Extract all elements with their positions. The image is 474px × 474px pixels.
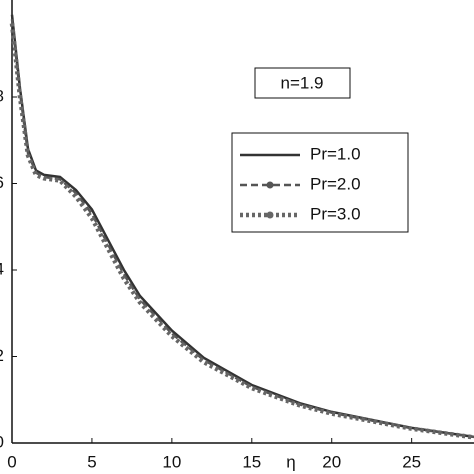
x-tick-label: 20 <box>322 452 341 471</box>
legend-label: Pr=3.0 <box>310 204 361 223</box>
y-tick-label: 0.4 <box>0 259 4 278</box>
legend-label: Pr=1.0 <box>310 144 361 163</box>
series-line <box>9 23 474 440</box>
x-tick-label: 15 <box>242 452 261 471</box>
y-tick-label: 0.8 <box>0 86 4 105</box>
annotation-box <box>254 67 351 99</box>
annotation: n=1.9 <box>280 73 323 92</box>
x-axis-label: η <box>286 452 295 471</box>
legend-marker <box>266 211 274 219</box>
x-tick-label: 10 <box>162 452 181 471</box>
x-tick-label: 25 <box>402 452 421 471</box>
series-line <box>10 19 474 439</box>
legend-marker <box>266 181 274 189</box>
y-tick-label: 0.2 <box>0 346 4 365</box>
y-tick-label: 0.6 <box>0 173 4 192</box>
legend-box <box>231 132 409 233</box>
y-tick-label: 0 <box>0 432 4 451</box>
x-tick-label: 0 <box>7 452 16 471</box>
x-tick-label: 5 <box>87 452 96 471</box>
legend-label: Pr=2.0 <box>310 174 361 193</box>
